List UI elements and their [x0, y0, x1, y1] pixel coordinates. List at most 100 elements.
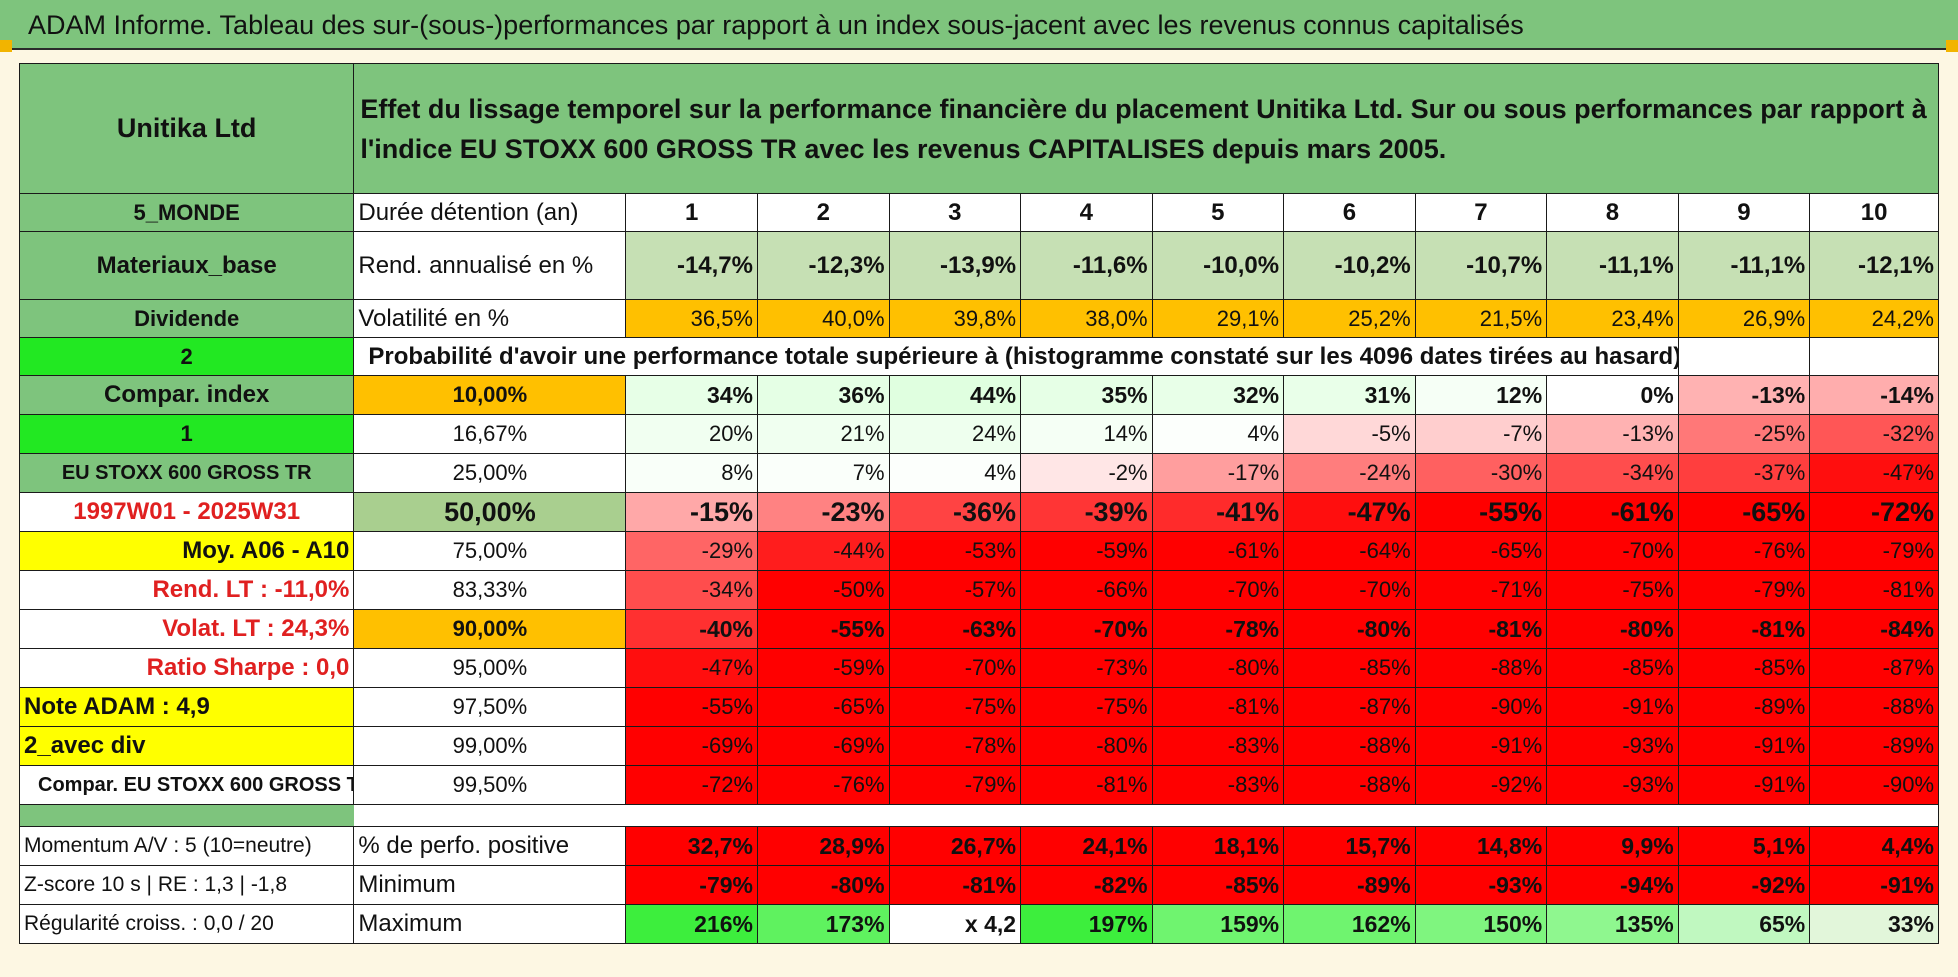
probability-value: -88%: [1283, 765, 1416, 805]
empty-cell: [1809, 337, 1939, 376]
probability-value: -90%: [1809, 765, 1939, 805]
perf_pos-value: 15,7%: [1283, 826, 1416, 866]
year-header: 10: [1809, 193, 1939, 232]
year-header: 6: [1283, 193, 1416, 232]
maximum-value: 150%: [1414, 904, 1548, 944]
region-label: 5_MONDE: [18, 193, 355, 232]
vol-value: 36,5%: [625, 299, 758, 338]
probability-value: -88%: [1414, 648, 1548, 688]
maximum-value: 197%: [1020, 904, 1153, 944]
probability-value: 20%: [625, 414, 758, 454]
probability-value: -91%: [1677, 726, 1811, 766]
probability-value: -85%: [1283, 648, 1416, 688]
perf_pos-value: 5,1%: [1677, 826, 1811, 866]
probability-value: -93%: [1546, 726, 1679, 766]
minimum-label: Minimum: [353, 865, 627, 905]
probability-value: -59%: [1020, 531, 1153, 571]
probability-value: -55%: [1414, 492, 1548, 532]
probability-value: -55%: [757, 609, 890, 649]
rend-value: -10,2%: [1283, 231, 1416, 300]
probability-value: -23%: [757, 492, 890, 532]
probability-threshold: 95,00%: [353, 648, 627, 688]
probability-value: -80%: [1020, 726, 1153, 766]
perf_pos-value: 4,4%: [1809, 826, 1939, 866]
probability-value: -57%: [888, 570, 1022, 610]
probability-value: -2%: [1020, 453, 1153, 493]
dividende-label: Dividende: [18, 299, 355, 338]
probability-value: 4%: [1151, 414, 1285, 454]
probability-threshold: 97,50%: [353, 687, 627, 727]
probability-value: -75%: [1020, 687, 1153, 727]
avec-div-label: 2_avec div: [18, 726, 355, 766]
right-edge-marker: [1946, 40, 1958, 52]
rend-value: -12,1%: [1809, 231, 1939, 300]
probability-value: -34%: [1546, 453, 1679, 493]
probability-value: -69%: [757, 726, 890, 766]
perf_pos-value: 9,9%: [1546, 826, 1679, 866]
index-name: EU STOXX 600 GROSS TR: [18, 453, 355, 493]
probability-value: -70%: [1151, 570, 1285, 610]
probability-value: -88%: [1283, 726, 1416, 766]
probability-value: -44%: [757, 531, 890, 571]
probability-value: -39%: [1020, 492, 1153, 532]
probability-value: 7%: [757, 453, 890, 493]
year-header: 7: [1414, 193, 1548, 232]
probability-value: 0%: [1546, 375, 1679, 415]
period-label: 1997W01 - 2025W31: [18, 492, 355, 532]
probability-value: -63%: [888, 609, 1022, 649]
maximum-value: 33%: [1809, 904, 1939, 944]
probability-value: -75%: [888, 687, 1022, 727]
minimum-value: -94%: [1546, 865, 1679, 905]
probability-value: -89%: [1677, 687, 1811, 727]
rend-value: -12,3%: [757, 231, 890, 300]
probability-threshold: 16,67%: [353, 414, 627, 454]
probability-value: 31%: [1283, 375, 1416, 415]
probability-value: 21%: [757, 414, 890, 454]
probability-threshold: 83,33%: [353, 570, 627, 610]
probability-threshold: 90,00%: [353, 609, 627, 649]
probability-value: 8%: [625, 453, 758, 493]
probability-value: -30%: [1414, 453, 1548, 493]
duree-label: Durée détention (an): [353, 193, 627, 232]
probability-value: -65%: [757, 687, 890, 727]
probability-value: -61%: [1151, 531, 1285, 571]
probability-value: -72%: [1809, 492, 1939, 532]
probability-value: -13%: [1677, 375, 1811, 415]
year-header: 9: [1677, 193, 1811, 232]
momentum-label: Momentum A/V : 5 (10=neutre): [18, 826, 355, 866]
probability-threshold: 75,00%: [353, 531, 627, 571]
vol-value: 26,9%: [1677, 299, 1811, 338]
selector-one[interactable]: 1: [18, 414, 355, 454]
minimum-value: -82%: [1020, 865, 1153, 905]
rend-value: -13,9%: [888, 231, 1022, 300]
maximum-value: 159%: [1151, 904, 1285, 944]
probability-value: -29%: [625, 531, 758, 571]
probability-value: -34%: [625, 570, 758, 610]
year-header: 5: [1151, 193, 1285, 232]
probability-value: -84%: [1809, 609, 1939, 649]
selector-two[interactable]: 2: [18, 337, 355, 376]
probability-value: -81%: [1809, 570, 1939, 610]
table-title: Effet du lissage temporel sur la perform…: [353, 63, 1939, 194]
probability-value: -17%: [1151, 453, 1285, 493]
minimum-value: -80%: [757, 865, 890, 905]
minimum-value: -91%: [1809, 865, 1939, 905]
compar-index-label: Compar. index: [18, 375, 355, 415]
probability-threshold: 99,50%: [353, 765, 627, 805]
probability-value: -7%: [1414, 414, 1548, 454]
probability-value: -65%: [1677, 492, 1811, 532]
probability-value: -37%: [1677, 453, 1811, 493]
probability-value: -81%: [1151, 687, 1285, 727]
probability-value: -83%: [1151, 765, 1285, 805]
maximum-value: 135%: [1546, 904, 1679, 944]
probability-value: 35%: [1020, 375, 1153, 415]
perf_pos-value: 28,9%: [757, 826, 890, 866]
year-header: 1: [625, 193, 758, 232]
perf_pos-value: 32,7%: [625, 826, 758, 866]
probability-value: -70%: [888, 648, 1022, 688]
maximum-value: 162%: [1283, 904, 1416, 944]
vol-value: 23,4%: [1546, 299, 1679, 338]
probability-value: -71%: [1414, 570, 1548, 610]
rend-value: -10,7%: [1414, 231, 1548, 300]
probability-value: -80%: [1546, 609, 1679, 649]
